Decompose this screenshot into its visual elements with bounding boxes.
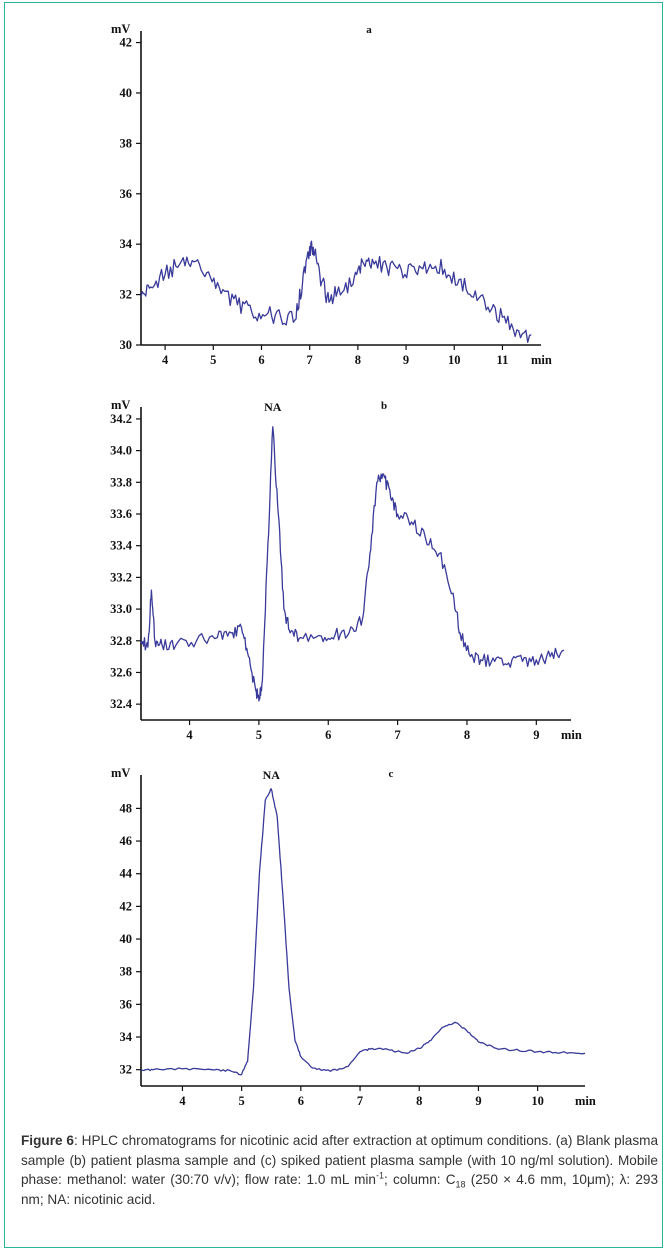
y-tick-label: 33.0	[110, 602, 132, 616]
x-tick-label: 9	[475, 1094, 481, 1108]
x-tick-label: 9	[403, 353, 409, 367]
y-axis-unit: mV	[111, 22, 130, 36]
x-tick-label: 9	[533, 728, 539, 742]
x-tick-label: 11	[497, 353, 509, 367]
x-tick-label: 8	[355, 353, 361, 367]
caption-label: Figure 6	[21, 1133, 74, 1148]
x-tick-label: 7	[307, 353, 313, 367]
x-tick-label: 7	[357, 1094, 363, 1108]
y-tick-label: 48	[120, 801, 133, 815]
figure-frame: 30 32 34 36 38 40 42 4 5 6 7 8 9 10 11 mV min a 32.4 32.6 3…	[4, 2, 663, 1248]
caption-text: : HPLC chromatograms for nicotinic acid …	[21, 1133, 659, 1187]
panel-title: a	[366, 24, 372, 36]
y-tick-label: 38	[120, 965, 133, 979]
y-tick-label: 46	[120, 834, 133, 848]
x-tick-label: 10	[448, 353, 461, 367]
y-tick-label: 32	[120, 288, 133, 302]
y-axis-unit: mV	[111, 398, 130, 412]
x-axis-unit: min	[575, 1094, 596, 1108]
x-tick-label: 4	[179, 1094, 186, 1108]
y-axis-unit: mV	[111, 766, 130, 780]
y-tick-label: 33.8	[110, 475, 132, 489]
y-tick-label: 32	[120, 1063, 133, 1077]
y-tick-label: 36	[120, 187, 133, 201]
peak-label: NA	[264, 400, 282, 414]
peak-label: NA	[263, 768, 281, 782]
y-tick-label: 36	[120, 997, 133, 1011]
x-tick-label: 6	[298, 1094, 304, 1108]
x-tick-label: 5	[256, 728, 262, 742]
y-tick-label: 40	[120, 86, 133, 100]
series-line	[140, 426, 565, 702]
chart-panel-a: 30 32 34 36 38 40 42 4 5 6 7 8 9 10 11 mV min a	[111, 22, 552, 367]
y-tick-label: 30	[120, 338, 133, 352]
x-tick-label: 8	[416, 1094, 422, 1108]
chart-panel-c: 32 34 36 38 40 42 44 46 48 4 5 6 7 8 9 10 mV min c NA	[111, 766, 596, 1108]
caption-text-2: ; column: C	[384, 1172, 456, 1187]
y-tick-label: 38	[120, 136, 133, 150]
caption-subscript: 18	[455, 1179, 466, 1190]
y-tick-label: 32.4	[110, 697, 133, 711]
x-tick-label: 6	[325, 728, 331, 742]
x-tick-label: 5	[210, 353, 216, 367]
y-tick-label: 42	[120, 36, 133, 50]
x-tick-label: 4	[162, 353, 169, 367]
figure-caption: Figure 6: HPLC chromatograms for nicotin…	[21, 1131, 658, 1209]
series-line	[140, 240, 532, 343]
y-tick-label: 42	[120, 899, 133, 913]
x-tick-label: 10	[531, 1094, 544, 1108]
caption-text-3: (250 × 4.6 mm, 10μm); λ: 293 nm; NA: nic…	[21, 1172, 658, 1207]
x-tick-label: 4	[186, 728, 193, 742]
series-line	[140, 788, 586, 1076]
y-tick-label: 33.6	[110, 507, 132, 521]
panel-title: b	[381, 400, 387, 412]
x-axis-unit: min	[531, 353, 552, 367]
x-tick-label: 6	[258, 353, 264, 367]
y-tick-label: 34	[120, 237, 133, 251]
y-tick-label: 40	[120, 932, 133, 946]
x-tick-label: 8	[464, 728, 470, 742]
caption-superscript: -1	[376, 1170, 385, 1181]
panel-title: c	[389, 768, 394, 780]
y-tick-label: 44	[120, 867, 133, 881]
y-tick-label: 32.6	[110, 665, 132, 679]
chart-panel-b: 32.4 32.6 32.8 33.0 33.2 33.4 33.6 33.8 34.0 34.2…	[110, 398, 582, 742]
y-tick-label: 34.0	[110, 444, 132, 458]
y-tick-label: 33.4	[110, 539, 133, 553]
y-tick-label: 33.2	[110, 570, 132, 584]
y-tick-label: 32.8	[110, 634, 132, 648]
y-tick-label: 34.2	[110, 412, 132, 426]
y-tick-label: 34	[120, 1030, 133, 1044]
x-tick-label: 7	[394, 728, 400, 742]
x-tick-label: 5	[239, 1094, 245, 1108]
x-axis-unit: min	[561, 728, 582, 742]
